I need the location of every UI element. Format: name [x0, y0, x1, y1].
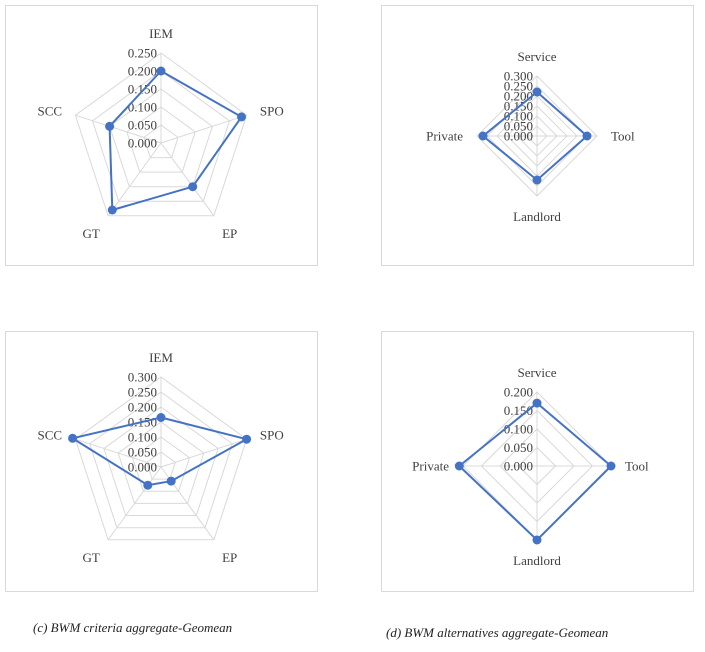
- grid-ring: [143, 124, 179, 159]
- grid-ring: [91, 70, 231, 202]
- data-point: [532, 535, 542, 545]
- radial-tick-label: 0.100: [128, 100, 157, 115]
- category-label: GT: [83, 226, 100, 241]
- category-label: EP: [222, 226, 237, 241]
- chart-panel-d: 0.000 0.050 0.100 0.150 0.200 Service Tool Land…: [381, 331, 694, 592]
- category-label: SPO: [260, 427, 284, 442]
- category-label: Landlord: [513, 209, 561, 224]
- series-line: [70, 416, 250, 487]
- category-label: Tool: [625, 459, 649, 474]
- category-label: Service: [518, 365, 557, 380]
- radial-tick-label: 0.000: [128, 460, 157, 475]
- radar-chart-c: 0.0000.0500.1000.1500.2000.2500.300IEMSP…: [38, 350, 284, 565]
- category-label: Service: [518, 49, 557, 64]
- data-point: [532, 87, 542, 97]
- chart-panel-b: 0.000 0.050 0.100 0.150 0.200 0.250 0.300 Servi…: [381, 5, 694, 266]
- category-label: GT: [83, 550, 100, 565]
- data-point: [105, 121, 115, 131]
- radar-chart-b: 0.0000.0500.1000.1500.2000.2500.300Servi…: [426, 49, 635, 224]
- chart-panel-c: 0.000 0.050 0.100 0.150 0.200 0.250 0.300 IEM SP…: [5, 331, 318, 592]
- category-label: Private: [426, 129, 463, 144]
- grid-spoke: [160, 438, 247, 468]
- series-line: [108, 69, 243, 212]
- radial-tick-label: 0.250: [504, 79, 533, 94]
- category-label: Private: [412, 459, 449, 474]
- radial-tick-label: 0.000: [504, 459, 533, 474]
- radial-tick-label: 0.200: [504, 385, 533, 400]
- category-label: EP: [222, 550, 237, 565]
- radial-tick-label: 0.000: [504, 129, 533, 144]
- radial-tick-label: 0.150: [128, 82, 157, 97]
- grid-spoke: [160, 114, 247, 144]
- radar-chart-d: 0.000 0.050 0.100 0.150 0.200 Service Tool Land…: [412, 365, 649, 568]
- data-point: [188, 182, 198, 192]
- data-point: [582, 131, 592, 141]
- grid-spoke: [75, 114, 162, 144]
- radial-tick-label: 0.100: [128, 430, 157, 445]
- data-point: [606, 461, 616, 471]
- radial-tick-label: 0.150: [504, 403, 533, 418]
- grid-ring: [117, 421, 205, 504]
- radial-tick-label: 0.250: [128, 46, 157, 61]
- data-point: [143, 480, 153, 490]
- category-label: Landlord: [513, 553, 561, 568]
- caption-c: (c) BWM criteria aggregate-Geomean: [33, 620, 233, 635]
- grid-ring: [146, 451, 176, 480]
- grid-spoke: [160, 142, 215, 217]
- category-label: SCC: [38, 103, 63, 118]
- data-point: [156, 66, 166, 76]
- radial-tick-label: 0.200: [128, 400, 157, 415]
- grid-ring: [126, 106, 196, 173]
- radial-tick-label: 0.050: [128, 118, 157, 133]
- radial-tick-label: 0.200: [504, 89, 533, 104]
- data-point: [107, 205, 117, 215]
- data-point: [166, 476, 176, 486]
- radial-tick-label: 0.100: [504, 422, 533, 437]
- grid-ring: [89, 391, 233, 529]
- grid-spoke: [75, 438, 162, 468]
- radar-chart-a: 0.000 0.050 0.100 0.150 0.200 0.250 IEM SPO EP GT…: [38, 26, 284, 241]
- data-point: [237, 112, 246, 122]
- grid-ring: [74, 52, 248, 217]
- category-label: IEM: [149, 26, 173, 41]
- radial-tick-label: 0.050: [504, 119, 533, 134]
- category-label: SCC: [38, 427, 63, 442]
- radial-tick-label: 0.050: [128, 445, 157, 460]
- chart-panel-a: 0.000 0.050 0.100 0.150 0.200 0.250 IEM SPO EP GT…: [5, 5, 318, 266]
- grid-spoke: [107, 466, 162, 541]
- grid-spoke: [107, 142, 162, 217]
- data-point: [156, 413, 166, 422]
- category-label: Tool: [611, 129, 635, 144]
- grid-ring: [74, 376, 248, 541]
- category-label: SPO: [260, 103, 284, 118]
- data-point: [532, 175, 542, 185]
- data-point: [242, 434, 252, 444]
- radial-tick-label: 0.000: [128, 136, 157, 151]
- data-point: [478, 131, 488, 141]
- caption-d: (d) BWM alternatives aggregate-Geomean: [386, 625, 609, 640]
- grid-ring: [103, 406, 219, 516]
- radial-tick-label: 0.050: [504, 440, 533, 455]
- data-point: [454, 461, 464, 471]
- data-point: [532, 398, 542, 408]
- radial-tick-label: 0.300: [128, 370, 157, 385]
- grid-ring: [131, 436, 191, 492]
- data-point: [68, 433, 78, 443]
- radial-tick-label: 0.300: [504, 69, 533, 84]
- radial-tick-label: 0.250: [128, 385, 157, 400]
- radial-tick-label: 0.200: [128, 64, 157, 79]
- grid-ring: [109, 88, 213, 188]
- category-label: IEM: [149, 350, 173, 365]
